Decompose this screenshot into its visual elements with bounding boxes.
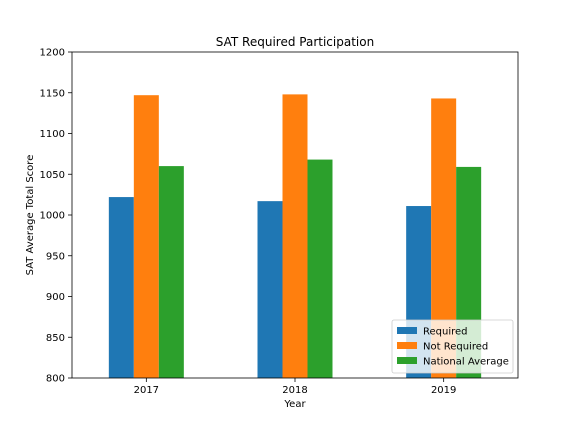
bar-not-required-2017 (133, 95, 159, 378)
y-tick-label: 950 (46, 251, 65, 262)
y-axis-ticks: 800 850 900 950 1000 1050 1100 1150 1200 (40, 48, 72, 385)
legend-swatch-national-average (397, 357, 417, 364)
bar-national-average-2018 (307, 159, 333, 378)
y-tick-label: 800 (46, 374, 65, 385)
y-axis-label: SAT Average Total Score (25, 155, 36, 276)
y-tick-label: 850 (46, 333, 65, 344)
y-tick-label: 900 (46, 292, 65, 303)
bar-required-2017 (108, 197, 134, 378)
x-tick-label: 2019 (431, 385, 456, 396)
legend-box (391, 319, 514, 374)
bar-not-required-2018 (282, 94, 308, 378)
x-axis-label: Year (283, 399, 306, 410)
x-tick-label: 2017 (134, 385, 159, 396)
legend-swatch-not-required (397, 342, 417, 349)
y-tick-label: 1000 (40, 211, 65, 222)
bar-required-2018 (257, 201, 283, 378)
y-tick-label: 1150 (40, 88, 65, 99)
y-tick-label: 1050 (40, 170, 65, 181)
y-tick-label: 1100 (40, 129, 65, 140)
x-axis-ticks: 2017 2018 2019 (134, 378, 456, 396)
bar-national-average-2017 (158, 166, 184, 378)
x-tick-label: 2018 (282, 385, 307, 396)
legend-label: Not Required (423, 342, 488, 353)
legend-swatch-required (397, 327, 417, 334)
legend-label: National Average (423, 357, 509, 368)
legend-label: Required (423, 327, 468, 338)
chart-title: SAT Required Participation (216, 35, 374, 49)
y-tick-label: 1200 (40, 48, 65, 59)
legend: Required Not Required National Average (391, 319, 514, 374)
bars-group (108, 94, 482, 378)
